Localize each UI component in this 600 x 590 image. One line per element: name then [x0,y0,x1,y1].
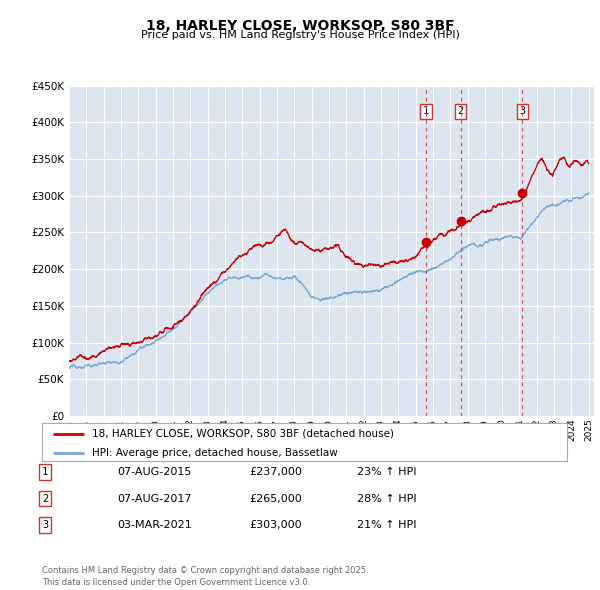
Text: £237,000: £237,000 [249,467,302,477]
Text: 2: 2 [457,106,464,116]
Text: 07-AUG-2015: 07-AUG-2015 [117,467,191,477]
Text: 18, HARLEY CLOSE, WORKSOP, S80 3BF (detached house): 18, HARLEY CLOSE, WORKSOP, S80 3BF (deta… [92,429,394,439]
Text: 21% ↑ HPI: 21% ↑ HPI [357,520,416,530]
Text: 03-MAR-2021: 03-MAR-2021 [117,520,192,530]
Text: 3: 3 [520,106,526,116]
Text: HPI: Average price, detached house, Bassetlaw: HPI: Average price, detached house, Bass… [92,448,338,458]
Text: 3: 3 [42,520,48,530]
Text: Price paid vs. HM Land Registry's House Price Index (HPI): Price paid vs. HM Land Registry's House … [140,30,460,40]
Text: 18, HARLEY CLOSE, WORKSOP, S80 3BF: 18, HARLEY CLOSE, WORKSOP, S80 3BF [146,19,454,34]
Text: £265,000: £265,000 [249,494,302,503]
Text: 23% ↑ HPI: 23% ↑ HPI [357,467,416,477]
Text: 1: 1 [423,106,429,116]
Text: Contains HM Land Registry data © Crown copyright and database right 2025.
This d: Contains HM Land Registry data © Crown c… [42,566,368,587]
Text: £303,000: £303,000 [249,520,302,530]
Text: 1: 1 [42,467,48,477]
Text: 07-AUG-2017: 07-AUG-2017 [117,494,191,503]
Text: 28% ↑ HPI: 28% ↑ HPI [357,494,416,503]
Text: 2: 2 [42,494,48,503]
